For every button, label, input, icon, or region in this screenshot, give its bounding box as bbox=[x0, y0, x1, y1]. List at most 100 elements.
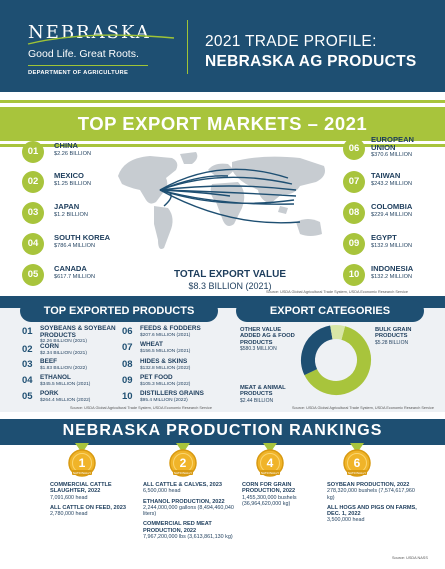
product-value: $264.4 MILLION (2022) bbox=[40, 398, 91, 403]
world-map bbox=[118, 152, 325, 249]
category-value: $2.44 BILLION bbox=[240, 397, 274, 404]
product-value: $207.6 MILLION (2021) bbox=[140, 333, 191, 338]
categories-title: EXPORT CATEGORIES bbox=[236, 300, 424, 322]
market-name: EGYPT bbox=[371, 233, 397, 242]
market-name: EUROPEAN UNION bbox=[371, 135, 415, 152]
medal-caption: NATIONALLY bbox=[73, 471, 91, 475]
product-name: HIDES & SKINS bbox=[140, 358, 188, 365]
ranking-label: ALL CATTLE & CALVES, 2023 bbox=[143, 482, 222, 488]
medal-rank-2: 2 NATIONALLY bbox=[168, 443, 198, 484]
banner-rule-bottom bbox=[0, 144, 445, 147]
product-rank: 05 bbox=[22, 391, 33, 402]
market-value: $229.4 MILLION bbox=[371, 212, 413, 218]
product-rank: 01 bbox=[22, 326, 33, 337]
product-value: $1.83 BILLION (2022) bbox=[40, 366, 87, 371]
product-name: PET FOOD bbox=[140, 374, 173, 381]
product-rank: 08 bbox=[122, 359, 133, 370]
ranking-label: COMMERCIAL RED MEAT PRODUCTION, 2022 bbox=[143, 521, 212, 534]
medal-number: 2 bbox=[180, 456, 187, 470]
market-value: $2.26 BILLION bbox=[54, 151, 92, 157]
medal-number: 6 bbox=[354, 456, 361, 470]
ranking-label: SOYBEAN PRODUCTION, 2022 bbox=[327, 482, 410, 488]
category-label-other: OTHER VALUE ADDED AG & FOOD PRODUCTS $58… bbox=[240, 327, 300, 353]
total-export-label: TOTAL EXPORT VALUE bbox=[173, 269, 287, 280]
ranking-value: 7,091,600 head bbox=[50, 494, 88, 501]
swoosh-icon bbox=[27, 34, 175, 45]
product-name: CORN bbox=[40, 343, 59, 350]
header-divider bbox=[187, 20, 188, 74]
ranking-label: CORN FOR GRAIN PRODUCTION, 2022 bbox=[242, 482, 296, 495]
medal-rank-6: 6 NATIONALLY bbox=[342, 443, 372, 484]
product-rank: 03 bbox=[22, 359, 33, 370]
product-name: ETHANOL bbox=[40, 374, 71, 381]
market-value: $1.2 BILLION bbox=[54, 212, 88, 218]
medal-caption: NATIONALLY bbox=[174, 471, 192, 475]
medal-icon: 4 NATIONALLY bbox=[256, 443, 284, 477]
markets-banner bbox=[0, 107, 445, 141]
medal-icon: 2 NATIONALLY bbox=[169, 443, 197, 477]
product-value: $105.3 MILLION (2022) bbox=[140, 382, 191, 387]
ranking-value: 2,780,000 head bbox=[50, 511, 88, 518]
category-value: $5.28 BILLION bbox=[375, 339, 409, 346]
market-value: $786.4 MILLION bbox=[54, 243, 96, 249]
category-name: OTHER VALUE ADDED AG & FOOD PRODUCTS bbox=[240, 327, 295, 346]
ranking-value: 7,967,200,000 lbs (3,613,861,130 kg) bbox=[143, 534, 233, 541]
medal-number: 4 bbox=[267, 456, 274, 470]
total-export-value: $8.3 BILLION (2021) bbox=[188, 281, 272, 291]
product-name: FEEDS & FODDERS bbox=[140, 325, 201, 332]
product-name: DISTILLERS GRAINS bbox=[140, 390, 204, 397]
medal-rank-1: 1 NATIONALLY bbox=[67, 443, 97, 484]
market-value: $617.7 MILLION bbox=[54, 274, 96, 280]
market-rank: 02 bbox=[22, 171, 44, 193]
rankings-banner bbox=[0, 419, 445, 445]
product-value: $95.4 MILLION (2022) bbox=[140, 398, 188, 403]
rankings-title: NEBRASKA PRODUCTION RANKINGS bbox=[62, 422, 383, 439]
market-rank: 05 bbox=[22, 264, 44, 286]
category-value: $580.3 MILLION bbox=[240, 346, 277, 353]
category-name: BULK GRAIN PRODUCTS bbox=[375, 327, 412, 340]
rankings-column-2: ALL CATTLE & CALVES, 2023 6,500,000 head… bbox=[143, 482, 235, 544]
market-name: INDONESIA bbox=[371, 264, 414, 273]
header: NEBRASKA Good Life. Great Roots. DEPARTM… bbox=[0, 0, 445, 92]
category-label-meat: MEAT & ANIMAL PRODUCTS $2.44 BILLION bbox=[240, 385, 298, 404]
market-name: COLOMBIA bbox=[371, 202, 413, 211]
market-rank: 08 bbox=[343, 202, 365, 224]
rankings-source: Source: USDA NASS bbox=[392, 556, 428, 560]
product-rank: 06 bbox=[122, 326, 133, 337]
donut-slice-0 bbox=[301, 325, 371, 395]
market-value: $370.6 MILLION bbox=[371, 152, 413, 158]
market-value: $132.9 MILLION bbox=[371, 243, 413, 249]
market-value: $1.25 BILLION bbox=[54, 181, 92, 187]
logo-tagline: Good Life. Great Roots. bbox=[28, 48, 139, 60]
product-value: $345.5 MILLION (2021) bbox=[40, 382, 91, 387]
market-rank: 04 bbox=[22, 233, 44, 255]
product-value: $2.34 BILLION (2021) bbox=[40, 351, 87, 356]
product-name: PORK bbox=[40, 390, 59, 397]
product-name: WHEAT bbox=[140, 341, 163, 348]
ranking-value: 3,500,000 head bbox=[327, 517, 365, 524]
market-value: $132.2 MILLION bbox=[371, 274, 413, 280]
market-rank: 07 bbox=[343, 171, 365, 193]
product-name: BEEF bbox=[40, 358, 58, 365]
product-rank: 02 bbox=[22, 344, 33, 355]
product-value: $132.8 MILLION (2022) bbox=[140, 366, 191, 371]
rankings-column-1: COMMERCIAL CATTLE SLAUGHTER, 2022 7,091,… bbox=[50, 482, 130, 521]
market-name: TAIWAN bbox=[371, 171, 401, 180]
market-name: MEXICO bbox=[54, 171, 84, 180]
banner-rule-top bbox=[0, 100, 445, 103]
market-name: SOUTH KOREA bbox=[54, 233, 111, 242]
markets-title: TOP EXPORT MARKETS – 2021 bbox=[77, 113, 368, 134]
category-name: MEAT & ANIMAL PRODUCTS bbox=[240, 385, 286, 398]
ranking-value: 2,244,000,000 gallons (8,494,460,040 lit… bbox=[143, 504, 234, 518]
product-rank: 04 bbox=[22, 375, 33, 386]
nda-logo: NEBRASKA Good Life. Great Roots. DEPARTM… bbox=[27, 22, 175, 76]
ranking-label: ETHANOL PRODUCTION, 2022 bbox=[143, 498, 225, 505]
logo-wordmark: NEBRASKA bbox=[28, 22, 151, 43]
medal-icon: 1 NATIONALLY bbox=[68, 443, 96, 477]
markets-source: Source: USDA Global Agricultural Trade S… bbox=[266, 290, 409, 294]
product-rank: 09 bbox=[122, 375, 133, 386]
ranking-value: 1,455,300,000 bushels (36,964,620,000 kg… bbox=[242, 494, 297, 507]
ranking-label: COMMERCIAL CATTLE SLAUGHTER, 2022 bbox=[50, 482, 112, 495]
market-value: $243.2 MILLION bbox=[371, 181, 413, 187]
product-value: $156.5 MILLION (2021) bbox=[140, 349, 191, 354]
